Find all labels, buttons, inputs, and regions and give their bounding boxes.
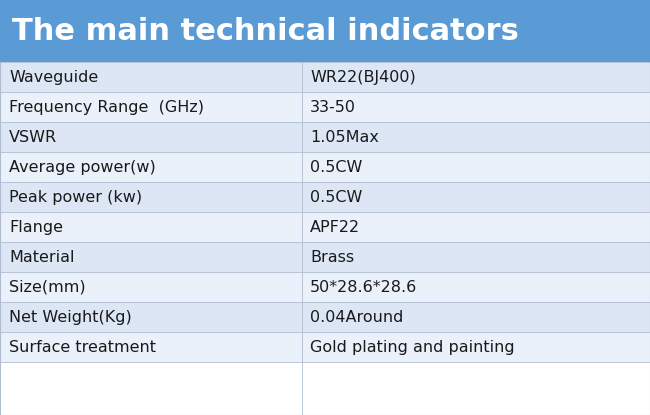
Text: The main technical indicators: The main technical indicators xyxy=(12,17,519,46)
Bar xyxy=(0,242,650,272)
Text: Net Weight(Kg): Net Weight(Kg) xyxy=(9,310,132,325)
Text: Surface treatment: Surface treatment xyxy=(9,340,156,355)
Text: 50*28.6*28.6: 50*28.6*28.6 xyxy=(310,280,417,295)
Text: Peak power (kw): Peak power (kw) xyxy=(9,190,142,205)
Bar xyxy=(0,92,650,122)
Bar xyxy=(0,182,650,212)
Bar xyxy=(0,272,650,302)
Text: Waveguide: Waveguide xyxy=(9,70,98,85)
Text: Flange: Flange xyxy=(9,220,63,234)
Text: Average power(w): Average power(w) xyxy=(9,160,156,175)
Text: 33-50: 33-50 xyxy=(310,100,356,115)
Text: 1.05Max: 1.05Max xyxy=(310,129,379,144)
Bar xyxy=(0,332,650,362)
Bar xyxy=(0,62,650,92)
Text: VSWR: VSWR xyxy=(9,129,57,144)
Text: 0.5CW: 0.5CW xyxy=(310,160,363,175)
Text: WR22(BJ400): WR22(BJ400) xyxy=(310,70,416,85)
Text: Frequency Range  (GHz): Frequency Range (GHz) xyxy=(9,100,204,115)
Bar xyxy=(0,122,650,152)
Text: Material: Material xyxy=(9,250,75,265)
Text: Gold plating and painting: Gold plating and painting xyxy=(310,340,515,355)
Text: 0.04Around: 0.04Around xyxy=(310,310,404,325)
Text: Size(mm): Size(mm) xyxy=(9,280,86,295)
Text: 0.5CW: 0.5CW xyxy=(310,190,363,205)
Bar xyxy=(0,212,650,242)
Text: APF22: APF22 xyxy=(310,220,360,234)
Bar xyxy=(0,152,650,182)
Bar xyxy=(0,302,650,332)
Text: Brass: Brass xyxy=(310,250,354,265)
